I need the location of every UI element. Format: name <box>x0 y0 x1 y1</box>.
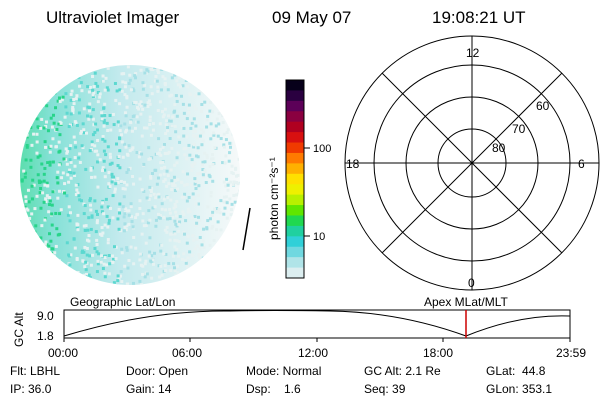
colorbar-label-10: 10 <box>313 231 325 243</box>
apex-label: Apex MLat/MLT <box>424 295 508 309</box>
colorbar-cell <box>286 184 304 196</box>
colorbar-cell <box>286 246 304 258</box>
gain-info: Gain: 14 <box>126 382 172 396</box>
lat-label-80: 80 <box>492 141 506 155</box>
x-tick-0000: 00:00 <box>48 346 78 360</box>
glon-info: GLon: 353.1 <box>486 382 553 396</box>
mode-info: Mode: Normal <box>246 364 322 378</box>
orbit-x-ticks <box>63 338 571 342</box>
colorbar-cell <box>286 225 304 237</box>
mlt-label-6: 6 <box>578 157 585 171</box>
colorbar-cell <box>286 100 304 112</box>
orbit-altitude-curve <box>63 310 571 337</box>
seq-info: Seq: 39 <box>364 382 406 396</box>
door-info: Door: Open <box>126 364 189 378</box>
colorbar-cell <box>286 215 304 227</box>
y-tick-1-8: 1.8 <box>37 329 54 343</box>
colorbar-cell <box>286 236 304 248</box>
colorbar <box>286 80 304 279</box>
colorbar-cell <box>286 132 304 144</box>
colorbar-cell <box>286 111 304 123</box>
x-tick-1200: 12:00 <box>298 346 328 360</box>
colorbar-cell <box>286 173 304 185</box>
colorbar-cell <box>286 257 304 269</box>
x-tick-1800: 18:00 <box>423 346 453 360</box>
uv-image-disk <box>20 65 240 285</box>
colorbar-cell <box>286 163 304 175</box>
glat-info: GLat: 44.8 <box>486 364 546 378</box>
instrument-title: Ultraviolet Imager <box>46 8 180 27</box>
colorbar-cell <box>286 90 304 102</box>
colorbar-frame <box>285 79 305 279</box>
lat-label-60: 60 <box>536 99 550 113</box>
x-tick-0600: 06:00 <box>172 346 202 360</box>
gc-alt-info: GC Alt: 2.1 Re <box>364 364 441 378</box>
colorbar-cell <box>286 152 304 164</box>
date-label: 09 May 07 <box>272 8 352 27</box>
lat-label-70: 70 <box>512 122 526 136</box>
filter-info: Flt: LBHL <box>10 364 61 378</box>
terminator-tick <box>242 207 251 251</box>
orbit-plot-frame <box>63 309 571 339</box>
colorbar-label-100: 100 <box>313 143 331 155</box>
geographic-label: Geographic Lat/Lon <box>70 295 175 309</box>
mlt-label-18: 18 <box>346 157 360 171</box>
gc-alt-axis-label: GC Alt <box>12 312 26 347</box>
polar-grid <box>344 35 600 291</box>
colorbar-unit-label: photon cm⁻²s⁻¹ <box>267 157 281 240</box>
y-tick-9: 9.0 <box>37 309 54 323</box>
time-label: 19:08:21 UT <box>432 8 526 27</box>
mlt-label-0: 0 <box>468 276 475 290</box>
colorbar-cell <box>286 205 304 216</box>
mlt-label-12: 12 <box>466 46 480 60</box>
dsp-info: Dsp: 1.6 <box>246 382 301 396</box>
colorbar-cell <box>286 267 304 279</box>
colorbar-cell <box>286 194 304 206</box>
ip-info: IP: 36.0 <box>10 382 52 396</box>
colorbar-cell <box>286 142 304 154</box>
colorbar-cell <box>286 80 304 91</box>
x-tick-2359: 23:59 <box>556 346 586 360</box>
colorbar-cell <box>286 121 304 133</box>
